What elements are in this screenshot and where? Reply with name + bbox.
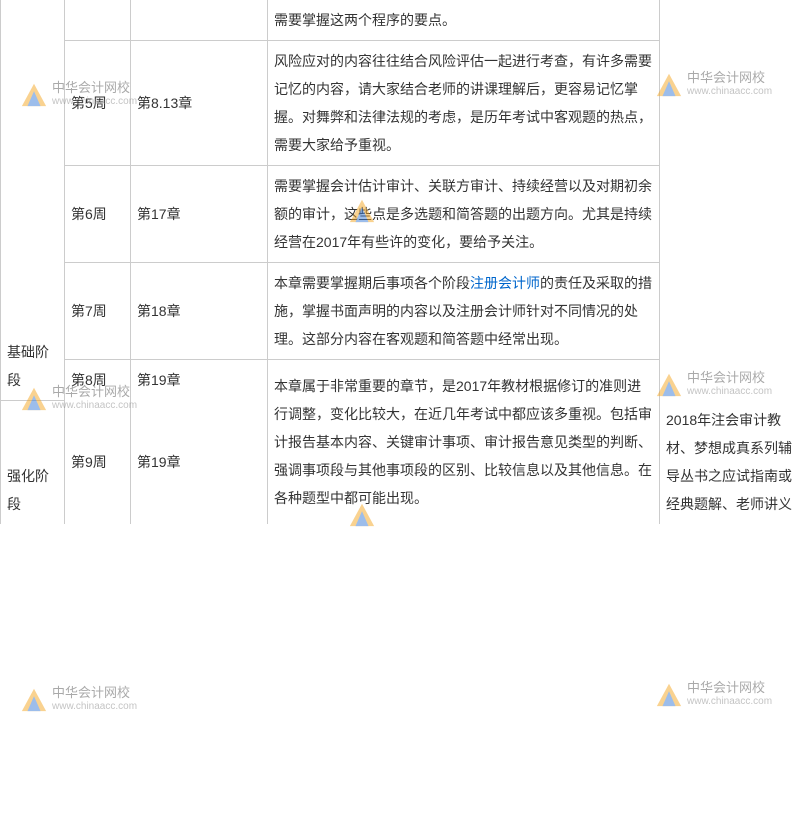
chapter-cell: 第19章 bbox=[131, 400, 268, 524]
cpa-link[interactable]: 注册会计师 bbox=[470, 275, 540, 291]
study-plan-table: 基础阶段 需要掌握这两个程序的要点。 第5周 第8.13章 风险应对的内容往往结… bbox=[0, 0, 804, 524]
description-cell: 本章属于非常重要的章节，是2017年教材根据修订的准则进行调整，变化比较大，在近… bbox=[268, 360, 660, 525]
table-row: 基础阶段 需要掌握这两个程序的要点。 bbox=[1, 0, 804, 41]
week-cell: 第6周 bbox=[65, 166, 131, 263]
week-cell: 第9周 bbox=[65, 400, 131, 524]
chapter-cell: 第19章 bbox=[131, 360, 268, 401]
material-cell: 2018年注会审计教材、梦想成真系列辅导丛书之应试指南或经典题解、老师讲义 bbox=[660, 400, 804, 524]
chapter-cell: 第8.13章 bbox=[131, 41, 268, 166]
description-cell: 需要掌握这两个程序的要点。 bbox=[268, 0, 660, 41]
chapter-cell: 第18章 bbox=[131, 263, 268, 360]
description-cell: 需要掌握会计估计审计、关联方审计、持续经营以及对期初余额的审计，这些点是多选题和… bbox=[268, 166, 660, 263]
week-cell: 第5周 bbox=[65, 41, 131, 166]
chapter-cell bbox=[131, 0, 268, 41]
phase-cell: 基础阶段 bbox=[1, 0, 65, 400]
material-cell bbox=[660, 0, 804, 400]
phase-cell: 强化阶段 bbox=[1, 400, 65, 524]
description-cell: 本章需要掌握期后事项各个阶段注册会计师的责任及采取的措施，掌握书面声明的内容以及… bbox=[268, 263, 660, 360]
chapter-cell: 第17章 bbox=[131, 166, 268, 263]
description-cell: 风险应对的内容往往结合风险评估一起进行考查，有许多需要记忆的内容，请大家结合老师… bbox=[268, 41, 660, 166]
week-cell: 第7周 bbox=[65, 263, 131, 360]
week-cell bbox=[65, 0, 131, 41]
week-cell: 第8周 bbox=[65, 360, 131, 401]
